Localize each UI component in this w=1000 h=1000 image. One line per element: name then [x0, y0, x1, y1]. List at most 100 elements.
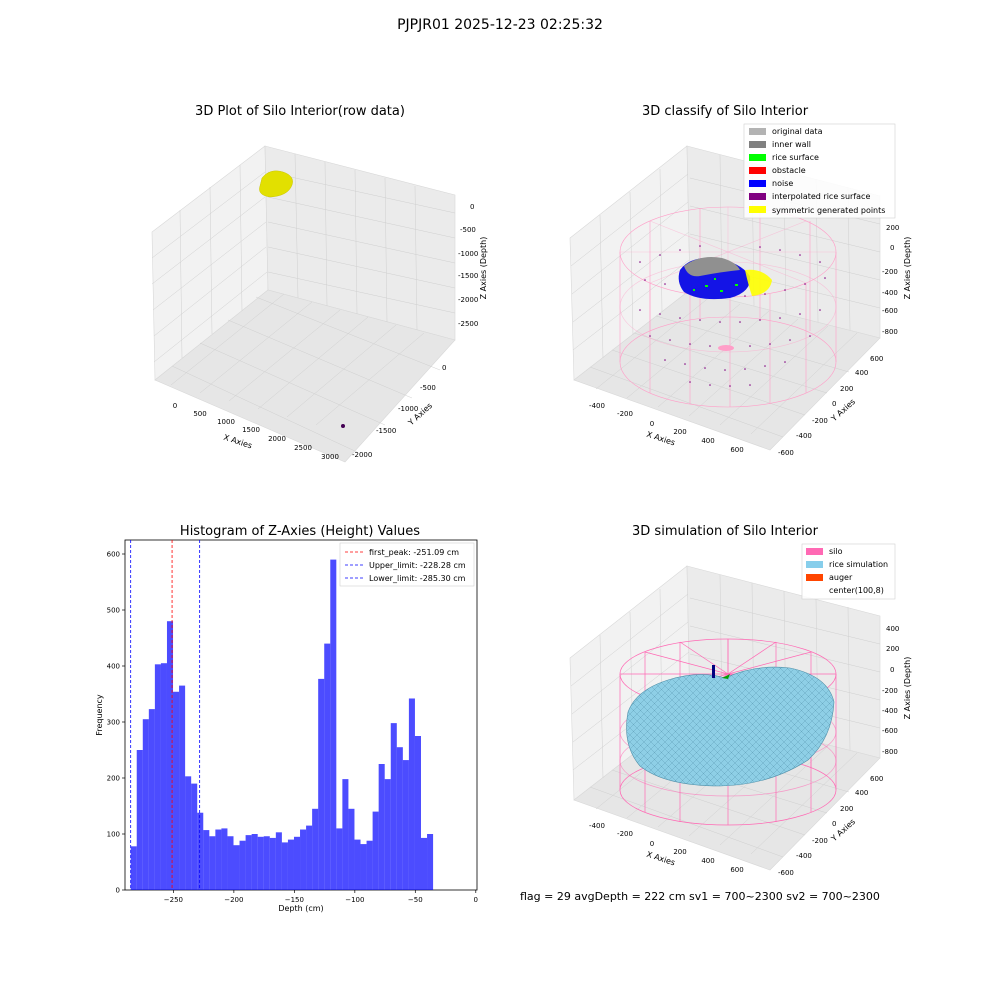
plot1-xtick-2: 1000 [217, 418, 235, 426]
histogram-ytick-label: 100 [107, 831, 120, 839]
histogram-bar [312, 808, 319, 890]
plot2-xtick-0: -400 [589, 402, 605, 410]
histogram-bar [330, 559, 337, 890]
histogram-bar [372, 811, 379, 890]
plot2-legend-frame [743, 123, 896, 219]
histogram-bar [287, 839, 294, 890]
plot4-xtick-1: -200 [617, 830, 633, 838]
plot3-reference-lines [130, 540, 201, 890]
plot2-xtick-4: 400 [701, 437, 714, 445]
histogram-bar [130, 846, 137, 890]
histogram-bar [281, 842, 288, 890]
histogram-xtick-label: −50 [408, 896, 423, 904]
plot2-symmetric-points [745, 269, 772, 296]
plot1-gridlines [151, 153, 456, 453]
plot4-ytick-1: -400 [796, 852, 812, 860]
figure-title: PJPJR01 2025-12-23 02:25:32 [397, 17, 603, 33]
plot4-ztick-5: 200 [886, 645, 899, 653]
histogram-bar [203, 830, 210, 890]
plot2-xtick-1: -200 [617, 410, 633, 418]
plot1-xtick-4: 2000 [268, 435, 286, 443]
plot4-auger [712, 665, 715, 678]
plot3-ylabel: Frequency [95, 694, 104, 736]
plot4-3d-axes: silo rice simulation auger center(100,8)… [569, 543, 912, 877]
plot3-legend: first_peak: -251.09 cm Upper_limit: -228… [339, 542, 475, 587]
histogram-bar [318, 678, 325, 890]
plot1-outlier-point [341, 424, 345, 428]
plot2-legend-label-4: noise [772, 179, 793, 188]
plot3-xticks: −250 −200 −150 −100 −50 0 [164, 890, 478, 904]
plot2-zlabel: Z Axies (Depth) [903, 237, 912, 300]
histogram-bar [221, 828, 228, 890]
plot1-3d-axes: 0 500 1000 1500 2000 2500 3000 X Axies -… [151, 145, 488, 463]
histogram-bar [166, 621, 174, 890]
plot1-yellow-cluster [259, 170, 293, 198]
plot4-ztick-4: 0 [890, 666, 894, 674]
histogram-bar [336, 828, 343, 890]
plot2-ytick-4: 200 [840, 385, 853, 393]
histogram-bar [263, 836, 270, 890]
plot4-xtick-2: 0 [650, 840, 654, 848]
histogram-bar [179, 685, 186, 890]
plot1-floor-pane [154, 289, 456, 463]
plot2-xtick-5: 600 [730, 446, 743, 454]
plot2-legend-label-0: original data [772, 127, 823, 136]
plot2-gridlines [570, 154, 881, 438]
histogram-bar [142, 719, 149, 890]
histogram-bar [191, 783, 198, 890]
plot2-ytick-0: -600 [778, 449, 794, 457]
plot4-green-marker [722, 674, 730, 679]
plot2-legend: original data inner wall rice surface ob… [743, 123, 896, 219]
plot4-xtick-5: 600 [730, 866, 743, 874]
plot4-ytick-0: -600 [778, 869, 794, 877]
histogram-bar [408, 698, 415, 890]
plot1-xtick-5: 2500 [294, 444, 312, 452]
plot4-zlabel: Z Axies (Depth) [903, 657, 912, 720]
plot3-legend-label-1: Upper_limit: -228.28 cm [369, 561, 466, 570]
plot1-xtick-6: 3000 [321, 453, 339, 461]
plot3-legend-label-0: first_peak: -251.09 cm [369, 548, 459, 557]
plot4-xlabel: X Axies [645, 850, 676, 868]
histogram-bar [378, 764, 385, 890]
plot2-legend-label-3: obstacle [772, 166, 806, 175]
plot4-ytick-2: -200 [812, 837, 828, 845]
histogram-bar [293, 836, 301, 890]
plot2-3d-axes: original data inner wall rice surface ob… [569, 123, 912, 457]
plot1-xtick-3: 1500 [242, 426, 260, 434]
histogram-bar [384, 779, 391, 890]
plot3-title: Histogram of Z-Axies (Height) Values [179, 524, 421, 539]
histogram-bar [427, 834, 434, 890]
plot2-ztick-3: -200 [882, 268, 898, 276]
histogram-bar [414, 736, 421, 890]
histogram-bar [420, 837, 428, 890]
plot2-legend-swatch-6 [749, 206, 766, 213]
plot4-ytick-4: 200 [840, 805, 853, 813]
histogram-ytick-label: 200 [107, 775, 120, 783]
plot2-legend-label-2: rice surface [772, 153, 819, 162]
plot3-bars [130, 559, 434, 890]
histogram-ytick-label: 300 [107, 719, 120, 727]
histogram-bar [360, 844, 367, 890]
histogram-bar [257, 836, 264, 890]
plot1-ytick-4: 0 [442, 364, 446, 372]
histogram-bar [324, 643, 331, 890]
histogram-xtick-label: −250 [164, 896, 183, 904]
histogram-bar [251, 834, 258, 890]
plot2-legend-swatch-3 [749, 167, 766, 174]
histogram-bar [402, 760, 409, 890]
plot3-xlabel: Depth (cm) [278, 904, 323, 913]
plot1-xtick-1: 500 [193, 410, 206, 418]
plot4-ztick-1: -600 [882, 727, 898, 735]
histogram-xtick-label: −100 [345, 896, 364, 904]
histogram-bar [300, 829, 307, 890]
histogram-bar [396, 747, 403, 890]
plot2-ztick-5: 200 [886, 224, 899, 232]
plot4-legend-swatch-2 [806, 574, 823, 581]
plot4-legend-label-1: rice simulation [829, 560, 888, 569]
plot2-ytick-1: -400 [796, 432, 812, 440]
plot4-legend-swatch-0 [806, 548, 823, 555]
plot1-ztick-3: -1000 [458, 250, 478, 258]
histogram-bar [154, 664, 161, 890]
plot4-legend-swatch-1 [806, 561, 823, 568]
